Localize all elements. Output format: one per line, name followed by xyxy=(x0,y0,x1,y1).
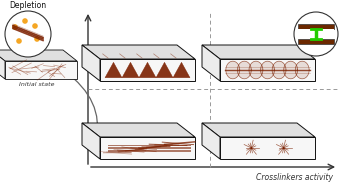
Polygon shape xyxy=(82,123,100,159)
Circle shape xyxy=(294,12,338,56)
Polygon shape xyxy=(82,45,195,59)
Polygon shape xyxy=(272,61,286,79)
Circle shape xyxy=(34,36,40,42)
Polygon shape xyxy=(261,61,275,79)
Polygon shape xyxy=(220,59,315,81)
Polygon shape xyxy=(82,123,195,137)
Polygon shape xyxy=(202,45,220,81)
Polygon shape xyxy=(100,137,195,159)
Polygon shape xyxy=(156,62,173,78)
Polygon shape xyxy=(220,137,315,159)
Polygon shape xyxy=(298,39,334,44)
Polygon shape xyxy=(139,62,156,78)
Polygon shape xyxy=(100,59,195,81)
Polygon shape xyxy=(5,61,77,79)
Circle shape xyxy=(22,18,28,24)
Polygon shape xyxy=(0,50,5,79)
Polygon shape xyxy=(284,61,298,79)
Polygon shape xyxy=(202,123,220,159)
Text: Initial state: Initial state xyxy=(19,82,55,87)
Polygon shape xyxy=(202,123,315,137)
Polygon shape xyxy=(298,24,334,29)
Polygon shape xyxy=(173,62,190,78)
Polygon shape xyxy=(105,62,122,78)
Polygon shape xyxy=(237,61,251,79)
Circle shape xyxy=(32,23,38,29)
Polygon shape xyxy=(249,61,263,79)
Text: Time: Time xyxy=(57,68,73,74)
Text: Crosslinkers activity: Crosslinkers activity xyxy=(256,173,333,181)
Text: Depletion: Depletion xyxy=(9,2,47,11)
Polygon shape xyxy=(0,50,77,61)
Circle shape xyxy=(12,24,18,30)
Circle shape xyxy=(16,38,22,44)
Polygon shape xyxy=(295,61,309,79)
Polygon shape xyxy=(82,45,100,81)
Polygon shape xyxy=(226,61,240,79)
Polygon shape xyxy=(122,62,139,78)
Polygon shape xyxy=(202,45,315,59)
Circle shape xyxy=(5,11,51,57)
Polygon shape xyxy=(298,29,334,39)
